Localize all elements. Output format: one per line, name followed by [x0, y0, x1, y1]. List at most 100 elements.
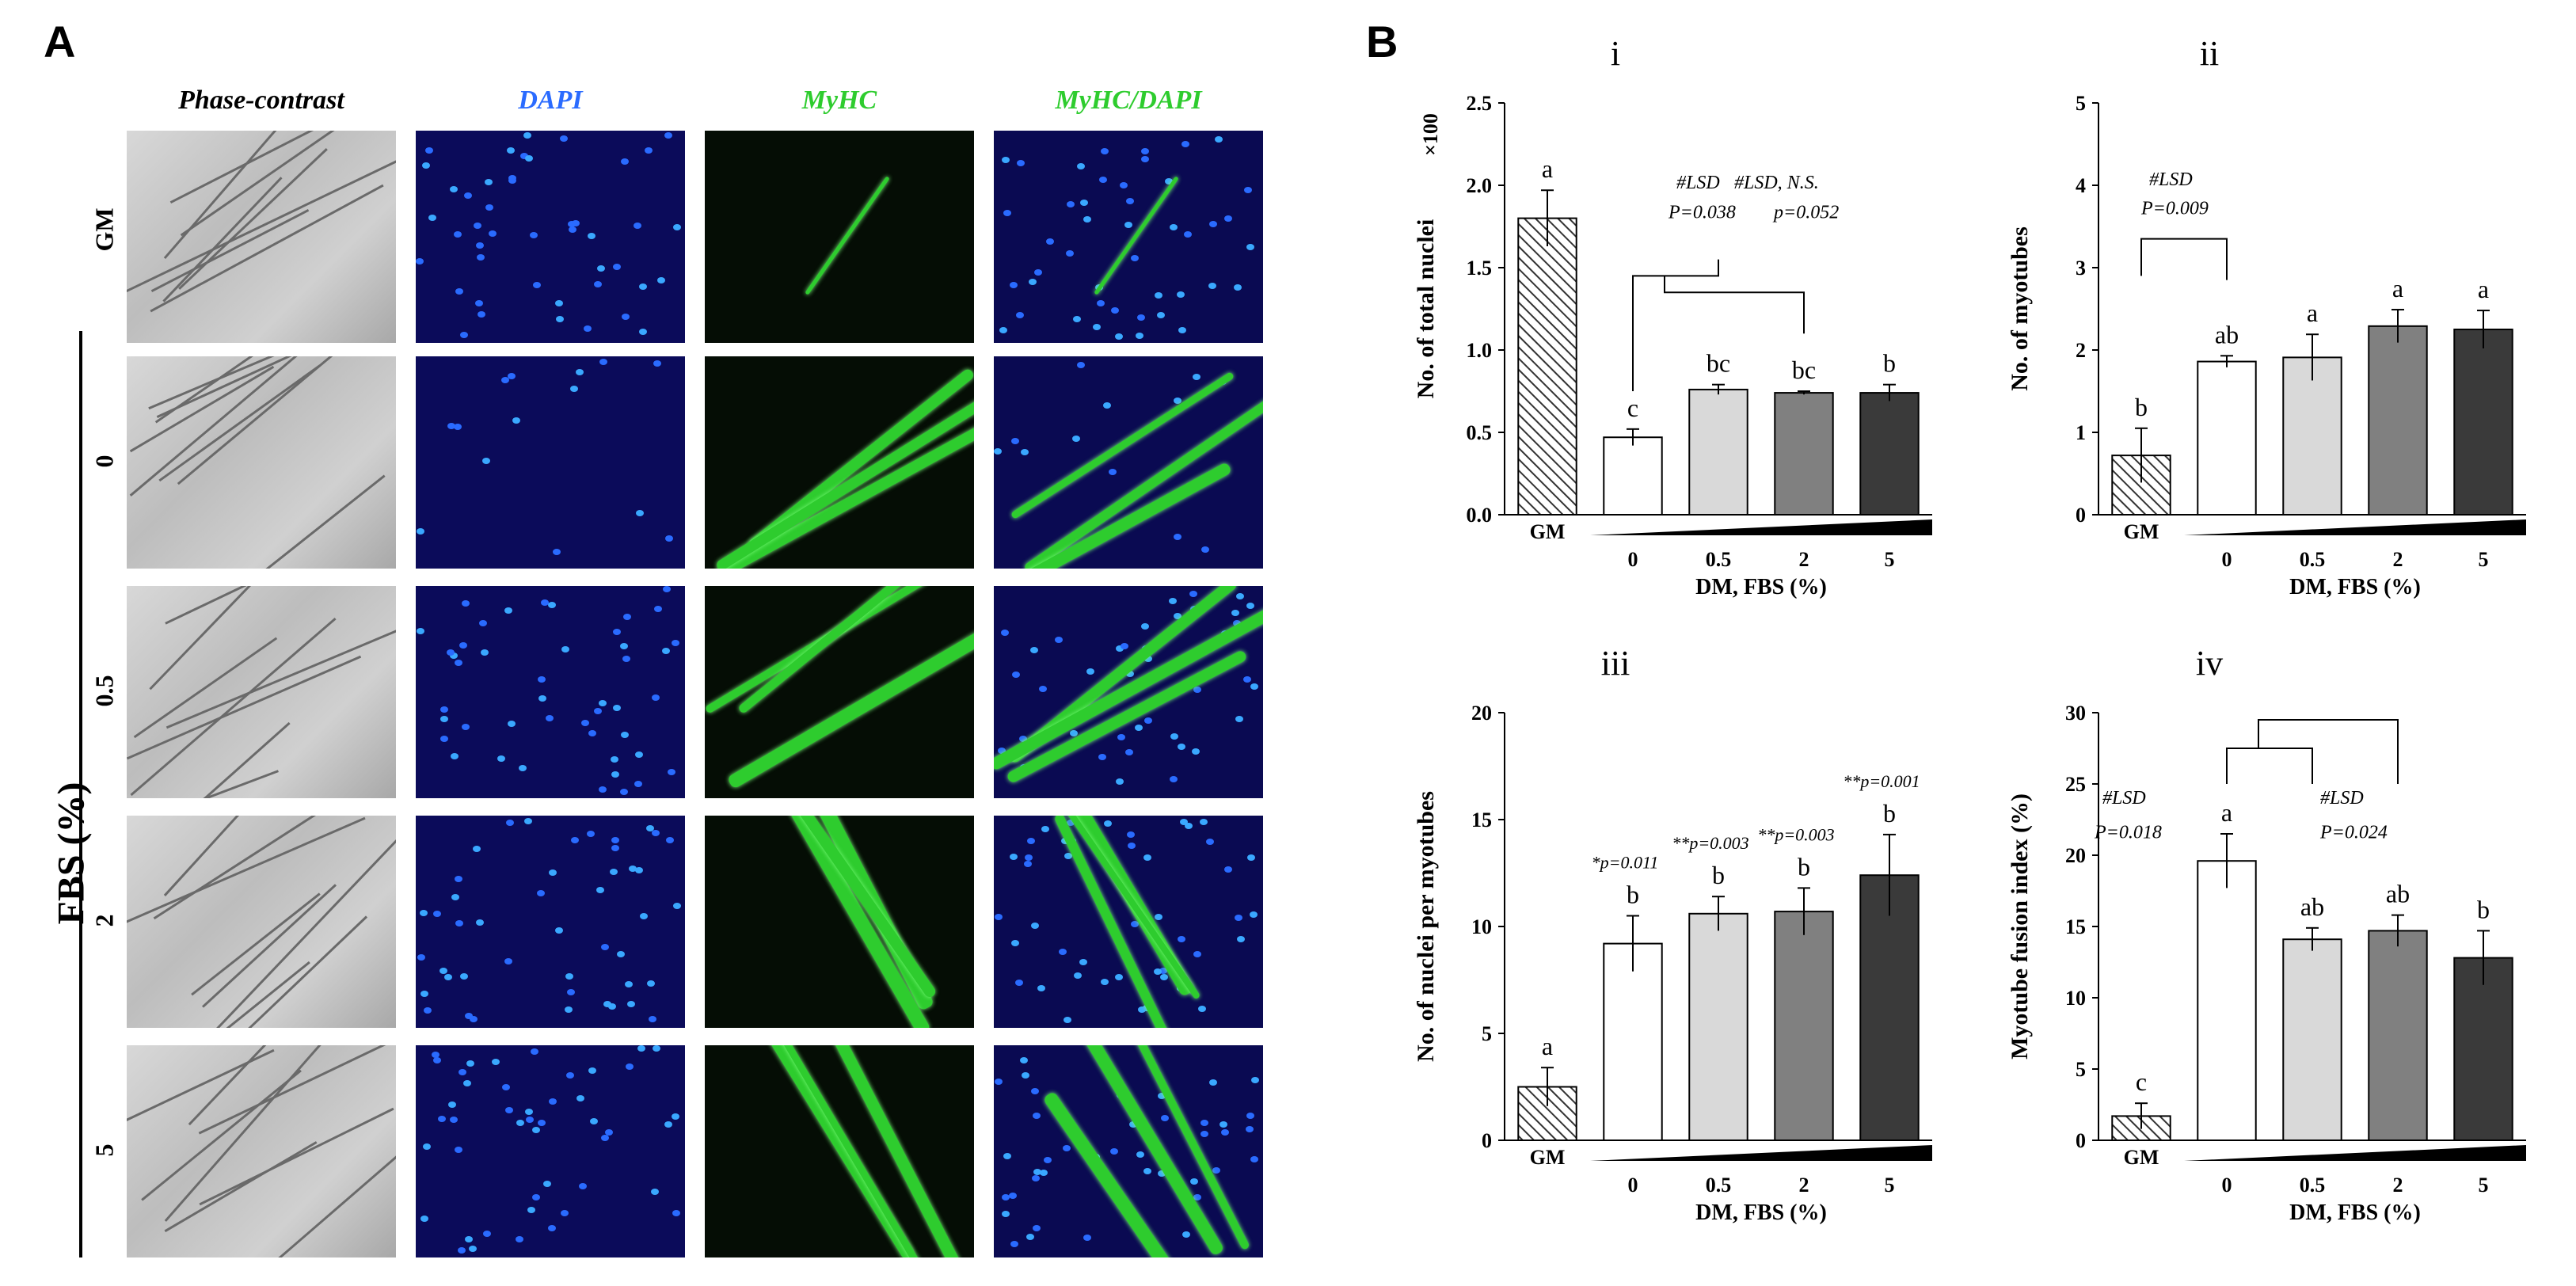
nucleus-dot — [1096, 300, 1105, 307]
nucleus-dot — [1178, 744, 1186, 751]
micrograph-dapi-row-1 — [416, 356, 685, 569]
y-tick-label: 1 — [2076, 421, 2086, 444]
nucleus-dot — [1002, 1211, 1010, 1218]
nucleus-dot — [423, 1006, 432, 1014]
nucleus-dot — [1080, 199, 1089, 206]
category-label: 5 — [2479, 548, 2489, 571]
nucleus-dot — [523, 132, 531, 139]
micrograph-dapi-row-4 — [416, 1045, 685, 1257]
nucleus-dot — [648, 1016, 656, 1023]
nucleus-dot — [613, 628, 622, 635]
nucleus-dot — [580, 719, 589, 726]
nucleus-dot — [1086, 668, 1094, 675]
nucleus-dot — [622, 656, 631, 663]
nucleus-dot — [504, 1106, 513, 1113]
lsd-label: #LSD — [1676, 173, 1720, 193]
nucleus-dot — [611, 844, 620, 851]
category-label: 2 — [1799, 548, 1809, 571]
nucleus-dot — [474, 223, 482, 230]
nucleus-dot — [1093, 324, 1102, 331]
micrograph-phase-row-0 — [127, 131, 396, 343]
nucleus-dot — [525, 1116, 534, 1123]
y-tick-label: 1.0 — [1467, 339, 1493, 362]
nucleus-dot — [1184, 230, 1193, 238]
nucleus-dot — [497, 755, 506, 762]
nucleus-dot — [1102, 402, 1111, 409]
nucleus-dot — [1126, 670, 1135, 677]
y-tick-label: 1.5 — [1467, 257, 1493, 280]
nucleus-dot — [439, 967, 447, 974]
panel-b-letter: B — [1366, 17, 1398, 67]
nucleus-dot — [482, 1231, 491, 1238]
panel-label-iv: iv — [2196, 649, 2223, 683]
nucleus-dot — [1019, 1056, 1028, 1063]
nucleus-dot — [1044, 1157, 1052, 1164]
phase-cell-outline — [158, 474, 386, 569]
y-tick-label: 0.0 — [1467, 504, 1493, 527]
nucleus-dot — [1158, 1093, 1166, 1099]
nucleus-dot — [533, 281, 542, 288]
nucleus-dot — [1235, 716, 1244, 723]
nucleus-dot — [549, 869, 557, 876]
nucleus-dot — [1250, 911, 1258, 918]
nucleus-dot — [1185, 823, 1193, 830]
significance-letter: b — [1627, 881, 1639, 909]
nucleus-dot — [1031, 1175, 1040, 1182]
category-label: 0.5 — [2300, 548, 2326, 571]
nucleus-dot — [1224, 866, 1233, 873]
significance-letter: a — [2478, 275, 2489, 303]
nucleus-dot — [1136, 1151, 1144, 1158]
nucleus-dot — [450, 752, 459, 759]
nucleus-dot — [1039, 1169, 1048, 1176]
nucleus-dot — [1098, 754, 1107, 761]
y-axis-label: No. of myotubes — [2007, 226, 2033, 391]
nucleus-dot — [546, 715, 554, 722]
nucleus-dot — [627, 1000, 636, 1007]
nucleus-dot — [1182, 1231, 1191, 1238]
nucleus-dot — [425, 147, 434, 154]
nucleus-dot — [636, 509, 645, 516]
nucleus-dot — [657, 276, 666, 283]
chart-myotubes: ii 0 1 2 3 4 5 No. of myotubes b GM ab 0 a 0.5 a 2 a 5 DM,… — [2007, 40, 2526, 599]
nucleus-dot — [478, 619, 487, 626]
nucleus-dot — [640, 913, 649, 920]
phase-cell-outline — [177, 356, 372, 485]
nucleus-dot — [1010, 940, 1019, 947]
nucleus-dot — [1104, 820, 1113, 827]
y-axis-unit: ×100 — [1419, 113, 1442, 156]
micrograph-merge-row-1 — [994, 356, 1263, 569]
nucleus-dot — [524, 1109, 533, 1116]
nucleus-dot — [652, 694, 660, 702]
nucleus-dot — [1173, 533, 1181, 540]
micrograph-myhc-row-1 — [705, 356, 974, 569]
chart-total-nuclei: i 0.0 0.5 1.0 1.5 2.0 2.5 No. of total nuclei ×1… — [1413, 40, 1932, 599]
nucleus-dot — [560, 1210, 569, 1217]
nucleus-dot — [603, 1001, 611, 1008]
nucleus-dot — [438, 1116, 447, 1123]
nucleus-dot — [1126, 831, 1135, 838]
nucleus-dot — [555, 300, 564, 307]
micrograph-myhc-row-0 — [705, 131, 974, 343]
nucleus-dot — [1246, 1112, 1254, 1119]
y-tick-label: 5 — [2076, 92, 2086, 115]
phase-cell-outline — [199, 1107, 394, 1206]
fbs-gradient-wedge — [1590, 519, 1932, 535]
micrograph-merge-row-4 — [994, 1045, 1263, 1257]
micrograph-merge-row-3 — [994, 816, 1263, 1028]
category-label: 2 — [2393, 548, 2403, 571]
nucleus-dot — [1220, 1128, 1229, 1136]
myotube-fiber — [737, 586, 960, 714]
nucleus-dot — [1116, 778, 1124, 786]
bar-5 — [1859, 392, 1920, 516]
nucleus-dot — [1071, 435, 1080, 442]
nucleus-dot — [462, 600, 470, 607]
nucleus-dot — [1069, 729, 1078, 736]
p-value-label: **p=0.003 — [1672, 833, 1748, 853]
y-tick-label: 0 — [1482, 1129, 1492, 1152]
significance-letter: b — [1883, 799, 1896, 828]
nucleus-dot — [1029, 646, 1038, 653]
nucleus-dot — [457, 1246, 466, 1254]
nucleus-dot — [455, 919, 464, 926]
